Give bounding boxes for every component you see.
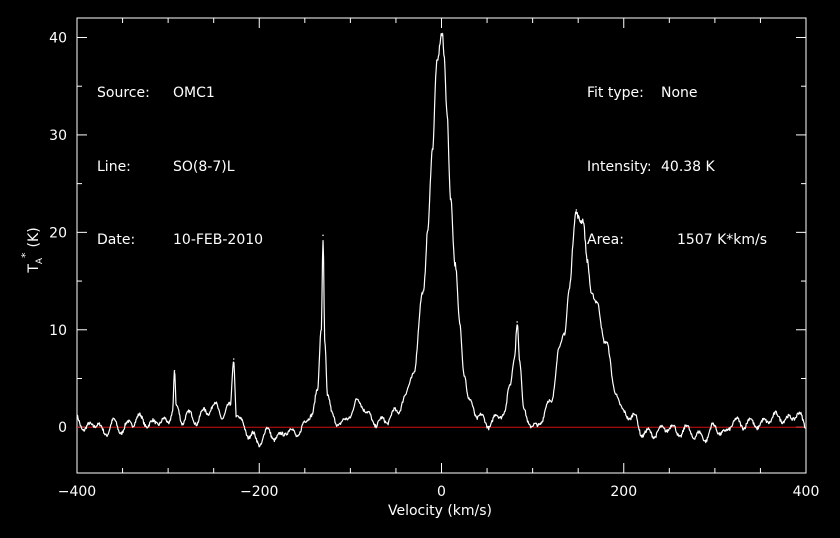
- spectrum-line: [76, 33, 807, 448]
- header-right: Fit type: None Intensity: 40.38 K Area: …: [587, 32, 767, 277]
- intensity-row: Intensity: 40.38 K: [587, 155, 767, 180]
- y-axis-label-sub: A: [35, 257, 45, 264]
- y-tick-label: 30: [49, 128, 67, 144]
- fit-type-label: Fit type:: [587, 85, 644, 101]
- area-row: Area: 1507 K*km/s: [587, 228, 767, 253]
- y-axis-label-sup: *: [19, 252, 32, 258]
- area-value: 1507 K*km/s: [677, 232, 768, 248]
- source-label: Source:: [97, 85, 150, 101]
- peak-point: [232, 358, 235, 360]
- peak-point: [441, 32, 444, 35]
- date-label: Date:: [97, 232, 136, 248]
- fit-type-row: Fit type: None: [587, 81, 767, 106]
- x-tick-label: 0: [437, 484, 446, 500]
- svg-text:TA*(K): TA* (K): [19, 227, 45, 273]
- line-value: SO(8-7)L: [173, 158, 235, 175]
- area-label: Area:: [587, 232, 624, 248]
- x-tick-label: −200: [240, 484, 278, 500]
- fit-type-value: None: [661, 85, 698, 101]
- y-axis-label-main: T: [26, 264, 42, 274]
- y-axis-label-unit: (K): [26, 227, 42, 247]
- peak-point: [173, 369, 176, 372]
- axis-ticks: −400 −200 0 200 400 0 10 20 30 40: [49, 18, 819, 500]
- y-tick-label: 20: [49, 225, 67, 241]
- y-tick-label: 40: [49, 30, 67, 46]
- y-axis-label: TA* (K): [19, 227, 45, 273]
- x-tick-label: 200: [610, 484, 637, 500]
- x-axis-label: Velocity (km/s): [388, 503, 492, 519]
- line-label: Line:: [97, 158, 131, 175]
- peak-point: [516, 321, 518, 323]
- intensity-label: Intensity:: [587, 158, 652, 175]
- date-value: 10-FEB-2010: [173, 232, 264, 248]
- peak-point: [575, 209, 578, 211]
- header-left: Source: OMC1 Line: SO(8-7)L Date: 10-FEB…: [97, 32, 263, 277]
- x-tick-label: −400: [58, 484, 96, 500]
- data-layer: [76, 32, 807, 448]
- source-row: Source: OMC1: [97, 81, 263, 106]
- intensity-value: 40.38 K: [661, 158, 715, 175]
- source-value: OMC1: [173, 85, 215, 101]
- y-tick-label: 10: [49, 323, 67, 339]
- x-tick-label: 400: [793, 484, 820, 500]
- line-row: Line: SO(8-7)L: [97, 155, 263, 180]
- peak-point: [322, 234, 324, 237]
- date-row: Date: 10-FEB-2010: [97, 228, 263, 253]
- y-tick-label: 0: [58, 420, 67, 436]
